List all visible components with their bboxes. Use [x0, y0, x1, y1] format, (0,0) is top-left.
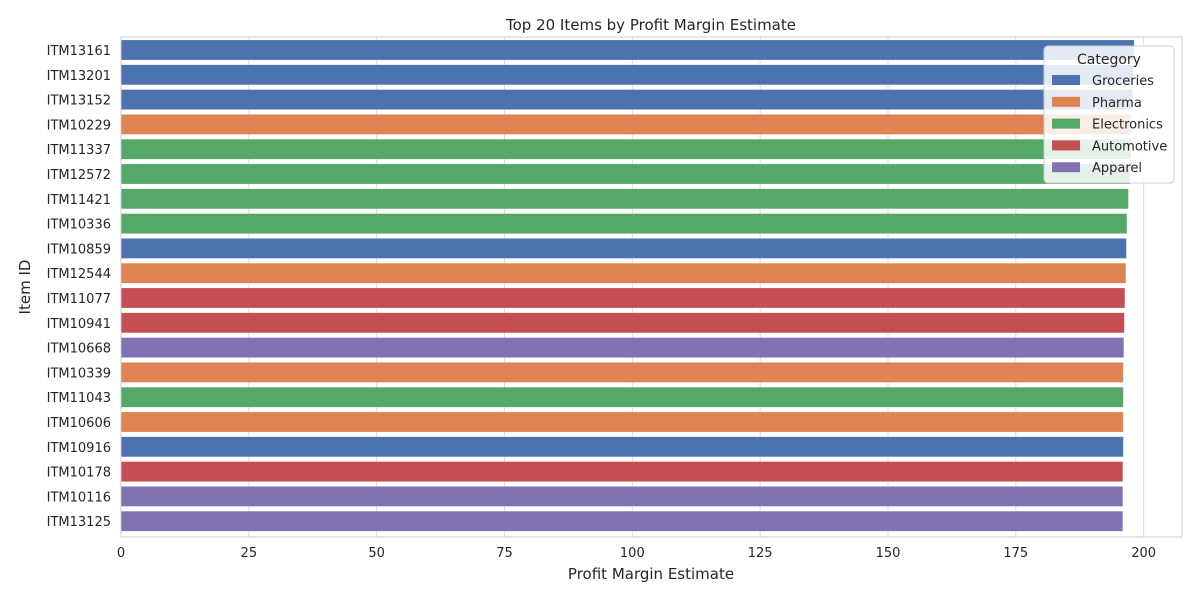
x-tick-label: 125 — [748, 546, 773, 561]
x-tick-label: 75 — [496, 546, 513, 561]
y-tick-label: ITM11421 — [47, 193, 111, 208]
bar — [121, 89, 1133, 110]
bar — [121, 213, 1127, 234]
y-tick-label: ITM12544 — [47, 267, 111, 282]
y-tick-label: ITM10606 — [47, 416, 111, 431]
x-axis-title: Profit Margin Estimate — [568, 565, 734, 583]
y-tick-label: ITM12572 — [47, 168, 111, 183]
y-tick-label: ITM11077 — [47, 292, 111, 307]
legend-label: Electronics — [1092, 118, 1163, 133]
x-tick-labels: 0 25 50 75 100 125 150 175 200 — [117, 546, 1156, 561]
y-tick-label: ITM13201 — [47, 69, 111, 84]
bar — [121, 40, 1134, 60]
bar — [121, 288, 1125, 308]
x-tick-label: 175 — [1003, 546, 1028, 561]
bar — [121, 188, 1129, 209]
y-tick-label: ITM10229 — [47, 118, 111, 133]
legend-label: Apparel — [1092, 161, 1142, 176]
y-tick-label: ITM13152 — [47, 94, 111, 109]
bar — [121, 114, 1132, 135]
y-tick-label: ITM10116 — [47, 490, 111, 505]
legend-label: Pharma — [1092, 96, 1142, 111]
y-tick-label: ITM11043 — [47, 391, 111, 406]
x-tick-label: 50 — [368, 546, 385, 561]
bar — [121, 387, 1124, 408]
legend-swatch — [1052, 140, 1080, 151]
y-tick-label: ITM10859 — [47, 242, 111, 257]
y-tick-label: ITM10668 — [47, 342, 111, 357]
x-tick-label: 25 — [241, 546, 258, 561]
y-tick-label: ITM10336 — [47, 218, 111, 233]
bar — [121, 412, 1124, 432]
bar — [121, 64, 1133, 85]
y-tick-label: ITM13161 — [47, 44, 111, 59]
bar — [121, 164, 1130, 184]
legend-swatch — [1052, 96, 1080, 107]
bar — [121, 436, 1124, 457]
legend-swatch — [1052, 75, 1080, 85]
bar — [121, 461, 1123, 482]
y-tick-label: ITM11337 — [47, 143, 111, 158]
x-tick-label: 200 — [1131, 546, 1156, 561]
y-tick-label: ITM10916 — [47, 441, 111, 456]
y-tick-labels: ITM13161 ITM13201 ITM13152 ITM10229 ITM11337… — [47, 44, 111, 530]
bar — [121, 263, 1126, 284]
legend-label: Automotive — [1092, 139, 1167, 154]
legend-title: Category — [1077, 52, 1141, 68]
legend-swatch — [1052, 118, 1080, 129]
chart-title: Top 20 Items by Profit Margin Estimate — [505, 16, 796, 34]
y-tick-label: ITM10941 — [47, 317, 111, 332]
bar — [121, 511, 1123, 532]
legend-swatch — [1052, 162, 1080, 173]
plot-frame — [120, 36, 1183, 538]
bar — [121, 486, 1123, 507]
bars — [121, 40, 1134, 532]
legend-label: Groceries — [1092, 74, 1154, 89]
y-axis-title: Item ID — [16, 260, 34, 315]
y-tick-label: ITM10178 — [47, 466, 111, 481]
legend: Category Groceries Pharma Electronics Automo… — [1043, 45, 1175, 184]
x-tick-label: 100 — [620, 546, 645, 561]
x-tick-label: 150 — [876, 546, 901, 561]
bar — [121, 362, 1124, 383]
bar — [121, 312, 1125, 333]
bar — [121, 139, 1131, 160]
y-tick-label: ITM10339 — [47, 366, 111, 381]
bar — [121, 238, 1127, 259]
y-tick-label: ITM13125 — [47, 515, 111, 530]
bar — [121, 337, 1124, 358]
x-tick-label: 0 — [117, 546, 125, 561]
